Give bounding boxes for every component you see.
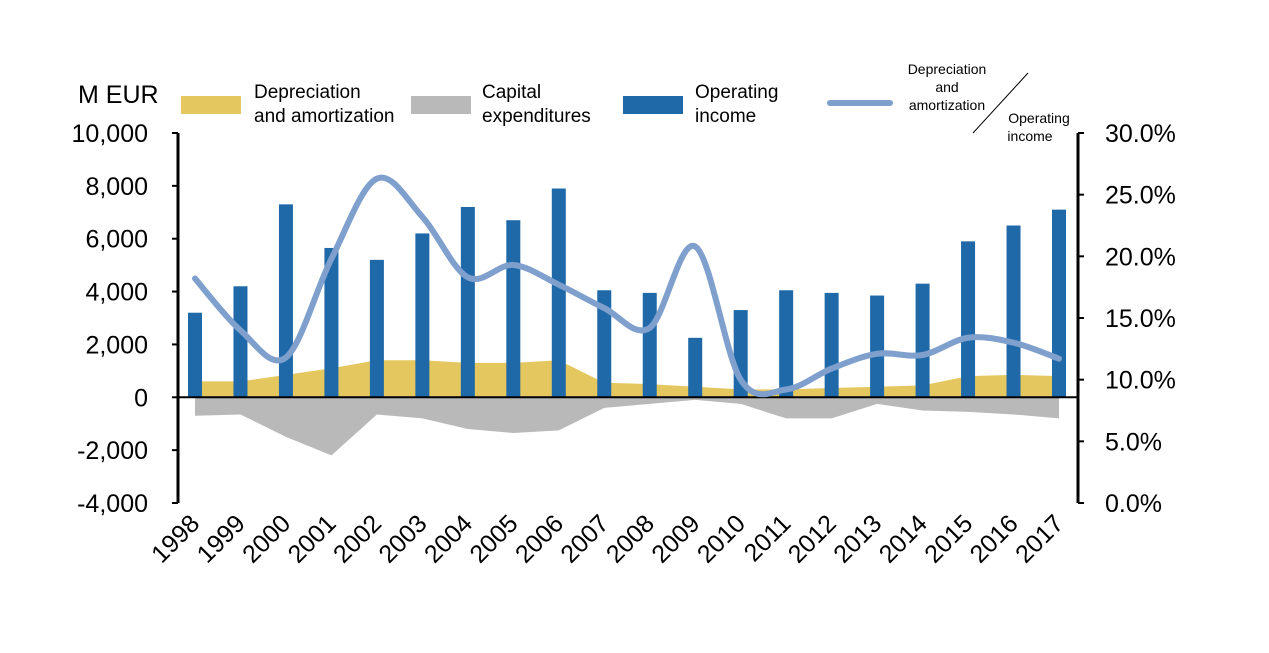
- x-tick-label: 1999: [192, 509, 251, 568]
- left-tick-label: 6,000: [85, 226, 148, 254]
- x-tick-label: 2004: [419, 509, 478, 568]
- legend-label-capex-line1: Capital: [482, 82, 541, 103]
- bar-operating-income-2001: [324, 247, 339, 398]
- left-tick-label: 0: [134, 384, 148, 412]
- right-tick-label: 10.0%: [1105, 367, 1176, 395]
- legend-ratio-numerator-line1: Depreciation: [908, 61, 987, 77]
- legend-label-capex-line2: expenditures: [482, 106, 591, 127]
- x-tick-label: 2014: [874, 509, 933, 568]
- x-tick-label: 2009: [646, 509, 705, 568]
- left-tick-label: 8,000: [85, 173, 148, 201]
- x-tick-label: 2001: [283, 509, 342, 568]
- x-tick-label: 2006: [510, 509, 569, 568]
- legend-ratio-slash: [972, 72, 1029, 134]
- x-tick-label: 2002: [328, 509, 387, 568]
- left-tick-label: 10,000: [72, 120, 148, 148]
- right-tick-label: 25.0%: [1105, 182, 1176, 210]
- legend-ratio-denominator-line1: Operating: [1008, 110, 1069, 126]
- right-tick-label: 15.0%: [1105, 305, 1176, 333]
- x-tick-label: 2007: [555, 509, 614, 568]
- x-tick-label: 2011: [739, 509, 797, 567]
- legend: Depreciation and amortization Capital ex…: [181, 61, 1070, 144]
- bar-operating-income-2004: [460, 207, 475, 398]
- right-tick-label: 20.0%: [1105, 243, 1176, 271]
- bar-operating-income-2008: [642, 292, 657, 398]
- x-tick-label: 2008: [601, 509, 660, 568]
- area-capital-expenditures: [195, 397, 1059, 456]
- bar-operating-income-1999: [233, 286, 248, 398]
- x-tick-label: 2016: [965, 509, 1024, 568]
- bar-operating-income-2005: [506, 220, 521, 398]
- right-tick-label: 5.0%: [1105, 428, 1162, 456]
- x-tick-label: 2015: [919, 509, 978, 568]
- bar-operating-income-2013: [870, 295, 885, 398]
- legend-swatch-depreciation: [181, 96, 241, 114]
- line-depreciation-to-operating-income: [192, 174, 1062, 398]
- x-tick-label: 2017: [1010, 509, 1069, 568]
- bar-operating-income-2014: [915, 283, 930, 398]
- x-tick-label: 2005: [464, 509, 523, 568]
- right-tick-label: 30.0%: [1105, 120, 1176, 148]
- bar-operating-income-2006: [551, 188, 566, 398]
- bar-operating-income-2000: [278, 204, 293, 398]
- x-tick-label: 2003: [373, 509, 432, 568]
- legend-swatch-operating-income: [623, 96, 683, 114]
- bar-operating-income-2009: [688, 337, 703, 398]
- legend-swatch-capex: [411, 96, 471, 114]
- right-tick-label: 0.0%: [1105, 490, 1162, 518]
- legend-label-depreciation-line2: and amortization: [254, 106, 394, 127]
- bar-operating-income-2007: [597, 290, 612, 398]
- left-tick-label: -2,000: [77, 437, 148, 465]
- x-tick-label: 1998: [146, 509, 205, 568]
- bar-operating-income-2015: [961, 241, 976, 398]
- bar-operating-income-2017: [1052, 209, 1066, 398]
- bar-operating-income-2012: [824, 292, 839, 398]
- left-tick-label: 2,000: [85, 331, 148, 359]
- line-layer: [192, 174, 1062, 398]
- legend-label-income-line1: Operating: [695, 82, 778, 103]
- bar-operating-income-1998: [188, 312, 202, 398]
- left-tick-label: 4,000: [85, 279, 148, 307]
- legend-ratio-numerator-line3: amortization: [909, 97, 985, 113]
- x-tick-label: 2000: [237, 509, 296, 568]
- legend-ratio-numerator-line2: and: [935, 79, 958, 95]
- left-tick-label: -4,000: [77, 490, 148, 518]
- legend-ratio-denominator-line2: income: [1007, 128, 1052, 144]
- x-tick-label: 2010: [692, 509, 751, 568]
- area-layer: [195, 360, 1059, 456]
- y-axis-unit: M EUR: [78, 81, 159, 109]
- area-depreciation: [195, 360, 1059, 398]
- legend-label-depreciation-line1: Depreciation: [254, 82, 361, 103]
- x-tick-label: 2013: [828, 509, 887, 568]
- legend-label-income-line2: income: [695, 106, 756, 127]
- bar-operating-income-2011: [779, 290, 794, 398]
- bar-operating-income-2003: [415, 233, 430, 398]
- bar-operating-income-2002: [369, 259, 384, 398]
- bar-operating-income-2016: [1006, 225, 1021, 398]
- x-tick-label: 2012: [783, 509, 842, 568]
